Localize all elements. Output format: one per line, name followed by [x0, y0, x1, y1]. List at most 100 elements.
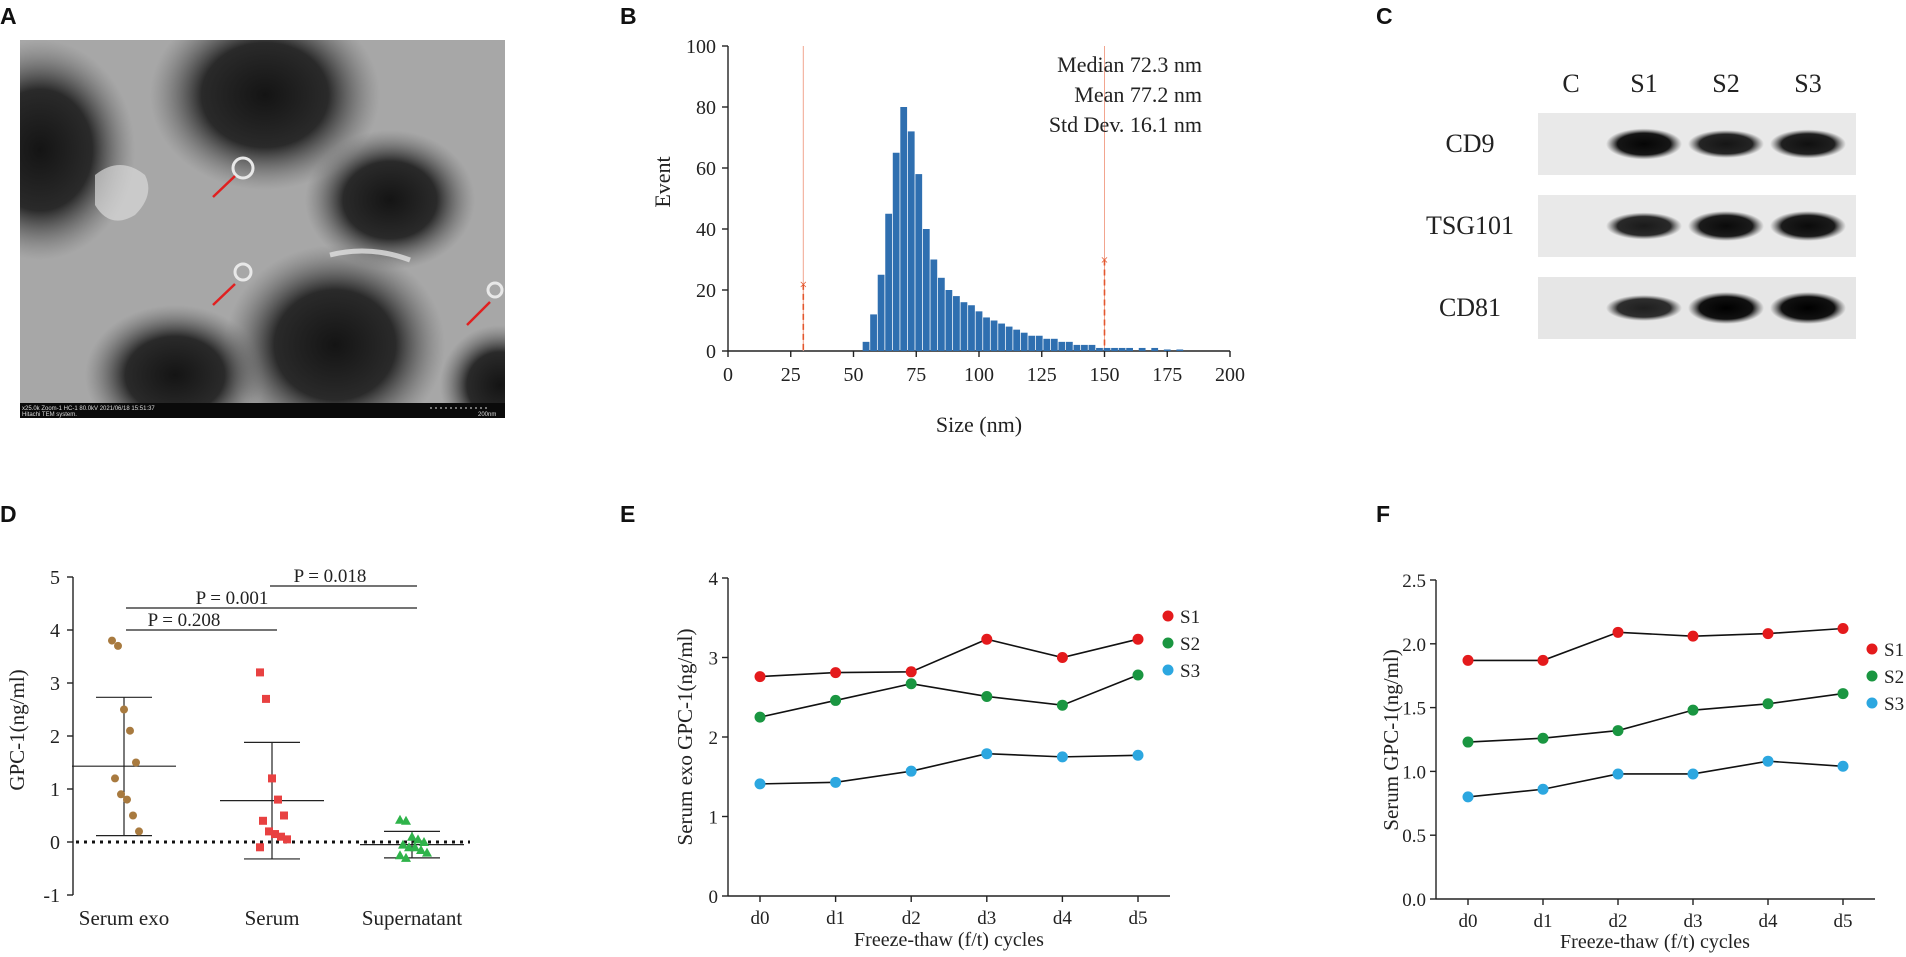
- b-bar-15: [975, 311, 983, 351]
- e-point-s3-1: [830, 776, 842, 788]
- f-ytick-label-2: 1.0: [1402, 762, 1426, 783]
- d-category-1: Serum: [245, 906, 300, 930]
- blot-band-cd9-s2: [1688, 130, 1764, 158]
- b-xtick-label-8: 200: [1215, 364, 1245, 386]
- d-point-2-0: [395, 814, 405, 824]
- d-comparison-label-1: P = 0.001: [196, 588, 269, 609]
- f-xtick-label-0: d0: [1459, 911, 1478, 932]
- panel-label-e: E: [620, 501, 635, 527]
- tem-system: Hitachi TEM system.: [22, 412, 77, 418]
- e-point-s2-3: [981, 690, 993, 702]
- f-ytick-label-1: 0.5: [1402, 826, 1426, 847]
- d-point-2-7: [410, 842, 420, 852]
- b-bar-30: [1088, 344, 1096, 351]
- f-point-s3-3: [1687, 768, 1699, 780]
- d-ytick-label-6: 5: [50, 567, 60, 589]
- d-point-0-3: [126, 726, 134, 735]
- b-ytick-label-4: 80: [696, 97, 716, 119]
- b-bar-33: [1111, 347, 1118, 351]
- f-point-s3-2: [1612, 768, 1624, 780]
- d-point-1-6: [265, 827, 273, 836]
- e-xtick-label-3: d3: [977, 908, 996, 929]
- b-bar-22: [1028, 335, 1036, 351]
- f-x-label: Freeze-thaw (f/t) cycles: [1560, 931, 1750, 953]
- blot-row-tsg101: TSG101: [1426, 211, 1514, 240]
- b-bar-4: [892, 152, 900, 351]
- f-legend-label-2: S3: [1884, 694, 1904, 715]
- f-xtick-label-1: d1: [1534, 911, 1553, 932]
- tem-micrograph: x25.0k Zoom-1 HC-1 80.0kV 2021/06/18 15:…: [20, 40, 505, 418]
- b-ytick-label-1: 20: [696, 280, 716, 302]
- d-ytick-label-1: 0: [50, 832, 60, 854]
- blot-lane-s1: S1: [1630, 69, 1657, 98]
- b-bar-20: [1013, 329, 1021, 351]
- e-point-s3-3: [981, 748, 993, 760]
- e-xtick-label-5: d5: [1129, 908, 1148, 929]
- f-ytick-label-4: 2.0: [1402, 635, 1426, 656]
- d-point-2-2: [407, 831, 417, 841]
- f-point-s2-3: [1687, 704, 1699, 716]
- f-point-s1-4: [1762, 628, 1774, 640]
- e-x-label: Freeze-thaw (f/t) cycles: [854, 929, 1044, 951]
- f-point-s3-0: [1462, 791, 1474, 803]
- blot-lane-s3: S3: [1794, 69, 1821, 98]
- f-ytick-label-5: 2.5: [1402, 571, 1426, 592]
- f-xtick-label-4: d4: [1759, 911, 1779, 932]
- d-y-label: GPC-1(ng/ml): [5, 669, 29, 790]
- e-ytick-label-1: 1: [709, 808, 719, 829]
- tem-scale-info: x25.0k Zoom-1 HC-1 80.0kV 2021/06/18 15:…: [22, 406, 155, 412]
- blot-band-tsg101-s3: [1770, 211, 1846, 241]
- d-point-0-4: [132, 758, 140, 767]
- f-point-s1-1: [1537, 654, 1549, 666]
- b-bar-8: [922, 229, 930, 351]
- d-point-1-7: [271, 830, 279, 839]
- f-line-s3: [1467, 760, 1844, 798]
- e-line-s2: [759, 674, 1139, 718]
- d-point-1-3: [274, 795, 282, 804]
- b-bar-18: [998, 323, 1005, 351]
- f-point-s3-1: [1537, 783, 1549, 795]
- d-point-0-5: [111, 774, 119, 783]
- blot-band-tsg101-s2: [1688, 211, 1764, 241]
- d-point-2-10: [395, 850, 405, 860]
- b-bar-26: [1058, 341, 1066, 351]
- d-ytick-label-2: 1: [50, 779, 60, 801]
- panel-label-a: A: [0, 3, 17, 29]
- d-ytick-label-4: 3: [50, 673, 60, 695]
- f-legend-marker-1: [1866, 670, 1878, 682]
- d-point-2-8: [416, 844, 426, 854]
- d-point-2-9: [422, 847, 432, 857]
- b-bar-34: [1118, 347, 1126, 351]
- b-ytick-label-2: 40: [696, 219, 716, 241]
- f-legend-marker-2: [1866, 697, 1878, 709]
- b-bar-37: [1151, 347, 1159, 351]
- f-point-s1-0: [1462, 654, 1474, 666]
- d-comparison-label-0: P = 0.018: [294, 566, 367, 587]
- d-category-0: Serum exo: [79, 906, 169, 930]
- b-bar-35: [1126, 347, 1133, 351]
- b-bar-31: [1096, 347, 1103, 351]
- b-bar-16: [983, 317, 990, 351]
- b-ytick-label-0: 0: [706, 341, 716, 363]
- b-bar-32: [1103, 347, 1111, 351]
- d-point-2-5: [398, 839, 408, 849]
- d-point-2-3: [413, 834, 423, 844]
- b-bar-5: [900, 107, 908, 351]
- tem-scale-bar: 200nm: [478, 412, 496, 418]
- panel-label-b: B: [620, 3, 637, 29]
- b-bar-1: [870, 314, 877, 351]
- western-blot: C S1 S2 S3 CD9 TSG101 CD81: [1426, 69, 1856, 339]
- e-legend-label-1: S2: [1180, 634, 1200, 655]
- d-point-1-1: [262, 694, 270, 703]
- d-point-1-5: [259, 816, 267, 825]
- b-bar-11: [945, 290, 953, 351]
- b-bar-27: [1065, 341, 1073, 351]
- b-stat-sd: Std Dev. 16.1 nm: [1049, 112, 1202, 137]
- e-legend-marker-0: [1162, 610, 1174, 622]
- d-point-1-2: [268, 774, 276, 783]
- f-legend-marker-0: [1866, 643, 1878, 655]
- b-bar-12: [953, 296, 960, 351]
- blot-row-cd9: CD9: [1445, 129, 1494, 158]
